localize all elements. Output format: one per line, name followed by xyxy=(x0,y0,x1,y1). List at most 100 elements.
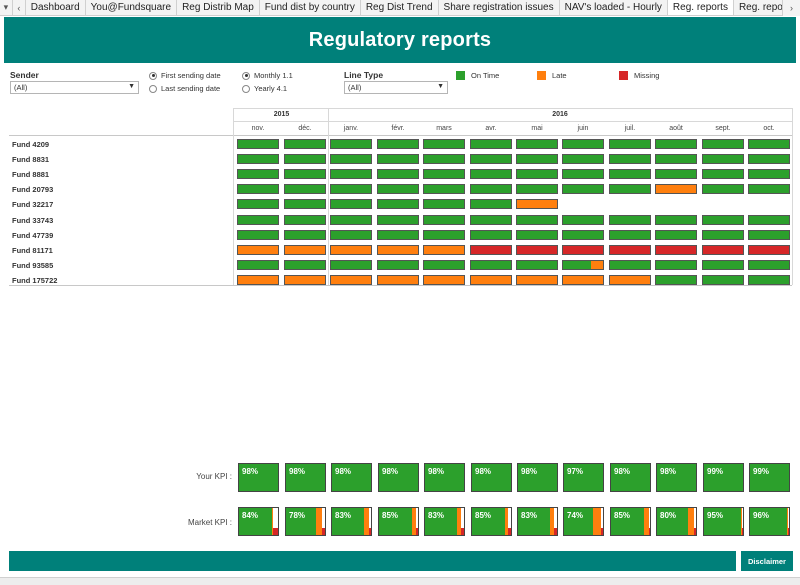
status-cell[interactable] xyxy=(284,169,326,180)
radio-yearly[interactable]: Yearly 4.1 xyxy=(242,84,287,93)
status-cell[interactable] xyxy=(237,259,279,270)
status-cell[interactable] xyxy=(377,229,419,240)
status-cell[interactable] xyxy=(516,229,558,240)
status-cell[interactable] xyxy=(609,259,651,270)
your-kpi-box[interactable]: 98% xyxy=(517,463,558,492)
status-cell[interactable] xyxy=(377,214,419,225)
status-cell[interactable] xyxy=(377,184,419,195)
status-cell[interactable] xyxy=(423,229,465,240)
your-kpi-box[interactable]: 98% xyxy=(610,463,651,492)
status-cell[interactable] xyxy=(423,274,465,285)
radio-first-sending-date[interactable]: First sending date xyxy=(149,71,221,80)
status-cell[interactable] xyxy=(609,214,651,225)
status-cell[interactable] xyxy=(748,139,790,149)
status-cell[interactable] xyxy=(655,229,697,240)
your-kpi-box[interactable]: 99% xyxy=(703,463,744,492)
status-cell[interactable] xyxy=(609,184,651,195)
status-cell[interactable] xyxy=(702,229,744,240)
status-cell[interactable] xyxy=(562,259,604,270)
status-cell[interactable] xyxy=(702,244,744,255)
status-cell[interactable] xyxy=(702,274,744,285)
tab-8[interactable]: Reg. reports xyxy=(667,0,734,15)
market-kpi-box[interactable]: 84% xyxy=(238,507,279,536)
status-cell[interactable] xyxy=(330,154,372,165)
status-cell[interactable] xyxy=(237,184,279,195)
your-kpi-box[interactable]: 99% xyxy=(749,463,790,492)
status-cell[interactable] xyxy=(470,244,512,255)
market-kpi-box[interactable]: 95% xyxy=(703,507,744,536)
status-cell[interactable] xyxy=(423,199,465,210)
status-cell[interactable] xyxy=(470,169,512,180)
market-kpi-box[interactable]: 85% xyxy=(471,507,512,536)
status-cell[interactable] xyxy=(284,274,326,285)
status-cell[interactable] xyxy=(423,214,465,225)
status-cell[interactable] xyxy=(284,259,326,270)
status-cell[interactable] xyxy=(748,184,790,195)
market-kpi-box[interactable]: 80% xyxy=(656,507,697,536)
status-cell[interactable] xyxy=(748,274,790,285)
status-cell[interactable] xyxy=(330,244,372,255)
radio-monthly[interactable]: Monthly 1.1 xyxy=(242,71,293,80)
status-cell[interactable] xyxy=(702,184,744,195)
status-cell[interactable] xyxy=(470,274,512,285)
status-cell[interactable] xyxy=(470,154,512,165)
your-kpi-box[interactable]: 98% xyxy=(424,463,465,492)
status-cell[interactable] xyxy=(562,274,604,285)
market-kpi-box[interactable]: 83% xyxy=(517,507,558,536)
status-cell[interactable] xyxy=(330,229,372,240)
status-cell[interactable] xyxy=(284,154,326,165)
status-cell[interactable] xyxy=(562,214,604,225)
status-cell[interactable] xyxy=(423,259,465,270)
radio-last-sending-date[interactable]: Last sending date xyxy=(149,84,220,93)
status-cell[interactable] xyxy=(470,259,512,270)
status-cell[interactable] xyxy=(609,154,651,165)
status-cell[interactable] xyxy=(609,244,651,255)
status-cell[interactable] xyxy=(377,259,419,270)
status-cell[interactable] xyxy=(470,229,512,240)
status-cell[interactable] xyxy=(470,214,512,225)
status-cell[interactable] xyxy=(470,184,512,195)
status-cell[interactable] xyxy=(330,184,372,195)
status-cell[interactable] xyxy=(470,199,512,210)
status-cell[interactable] xyxy=(562,184,604,195)
status-cell[interactable] xyxy=(330,214,372,225)
status-cell[interactable] xyxy=(330,139,372,149)
status-cell[interactable] xyxy=(562,154,604,165)
status-cell[interactable] xyxy=(748,169,790,180)
status-cell[interactable] xyxy=(516,244,558,255)
tab-6[interactable]: Share registration issues xyxy=(438,0,560,15)
tab-7[interactable]: NAV's loaded - Hourly xyxy=(559,0,668,15)
status-cell[interactable] xyxy=(609,139,651,149)
status-cell[interactable] xyxy=(655,259,697,270)
status-cell[interactable] xyxy=(702,154,744,165)
line-type-select[interactable]: (All) ▼ xyxy=(344,81,448,94)
status-cell[interactable] xyxy=(702,259,744,270)
status-cell[interactable] xyxy=(562,139,604,149)
status-cell[interactable] xyxy=(237,274,279,285)
status-cell[interactable] xyxy=(516,214,558,225)
status-cell[interactable] xyxy=(655,274,697,285)
status-cell[interactable] xyxy=(562,229,604,240)
tab-1[interactable]: Dashboard xyxy=(25,0,86,15)
status-cell[interactable] xyxy=(609,229,651,240)
status-cell[interactable] xyxy=(330,274,372,285)
status-cell[interactable] xyxy=(748,229,790,240)
market-kpi-box[interactable]: 85% xyxy=(378,507,419,536)
status-cell[interactable] xyxy=(284,199,326,210)
status-cell[interactable] xyxy=(423,244,465,255)
your-kpi-box[interactable]: 98% xyxy=(331,463,372,492)
status-cell[interactable] xyxy=(377,169,419,180)
your-kpi-box[interactable]: 98% xyxy=(378,463,419,492)
tab-5[interactable]: Reg Dist Trend xyxy=(360,0,439,15)
status-cell[interactable] xyxy=(237,229,279,240)
status-cell[interactable] xyxy=(237,139,279,149)
status-cell[interactable] xyxy=(377,274,419,285)
your-kpi-box[interactable]: 98% xyxy=(285,463,326,492)
status-cell[interactable] xyxy=(237,214,279,225)
status-cell[interactable] xyxy=(284,244,326,255)
status-cell[interactable] xyxy=(655,154,697,165)
status-cell[interactable] xyxy=(562,244,604,255)
market-kpi-box[interactable]: 96% xyxy=(749,507,790,536)
tab-scroll-left-icon[interactable]: ‹ xyxy=(12,0,26,15)
status-cell[interactable] xyxy=(377,244,419,255)
